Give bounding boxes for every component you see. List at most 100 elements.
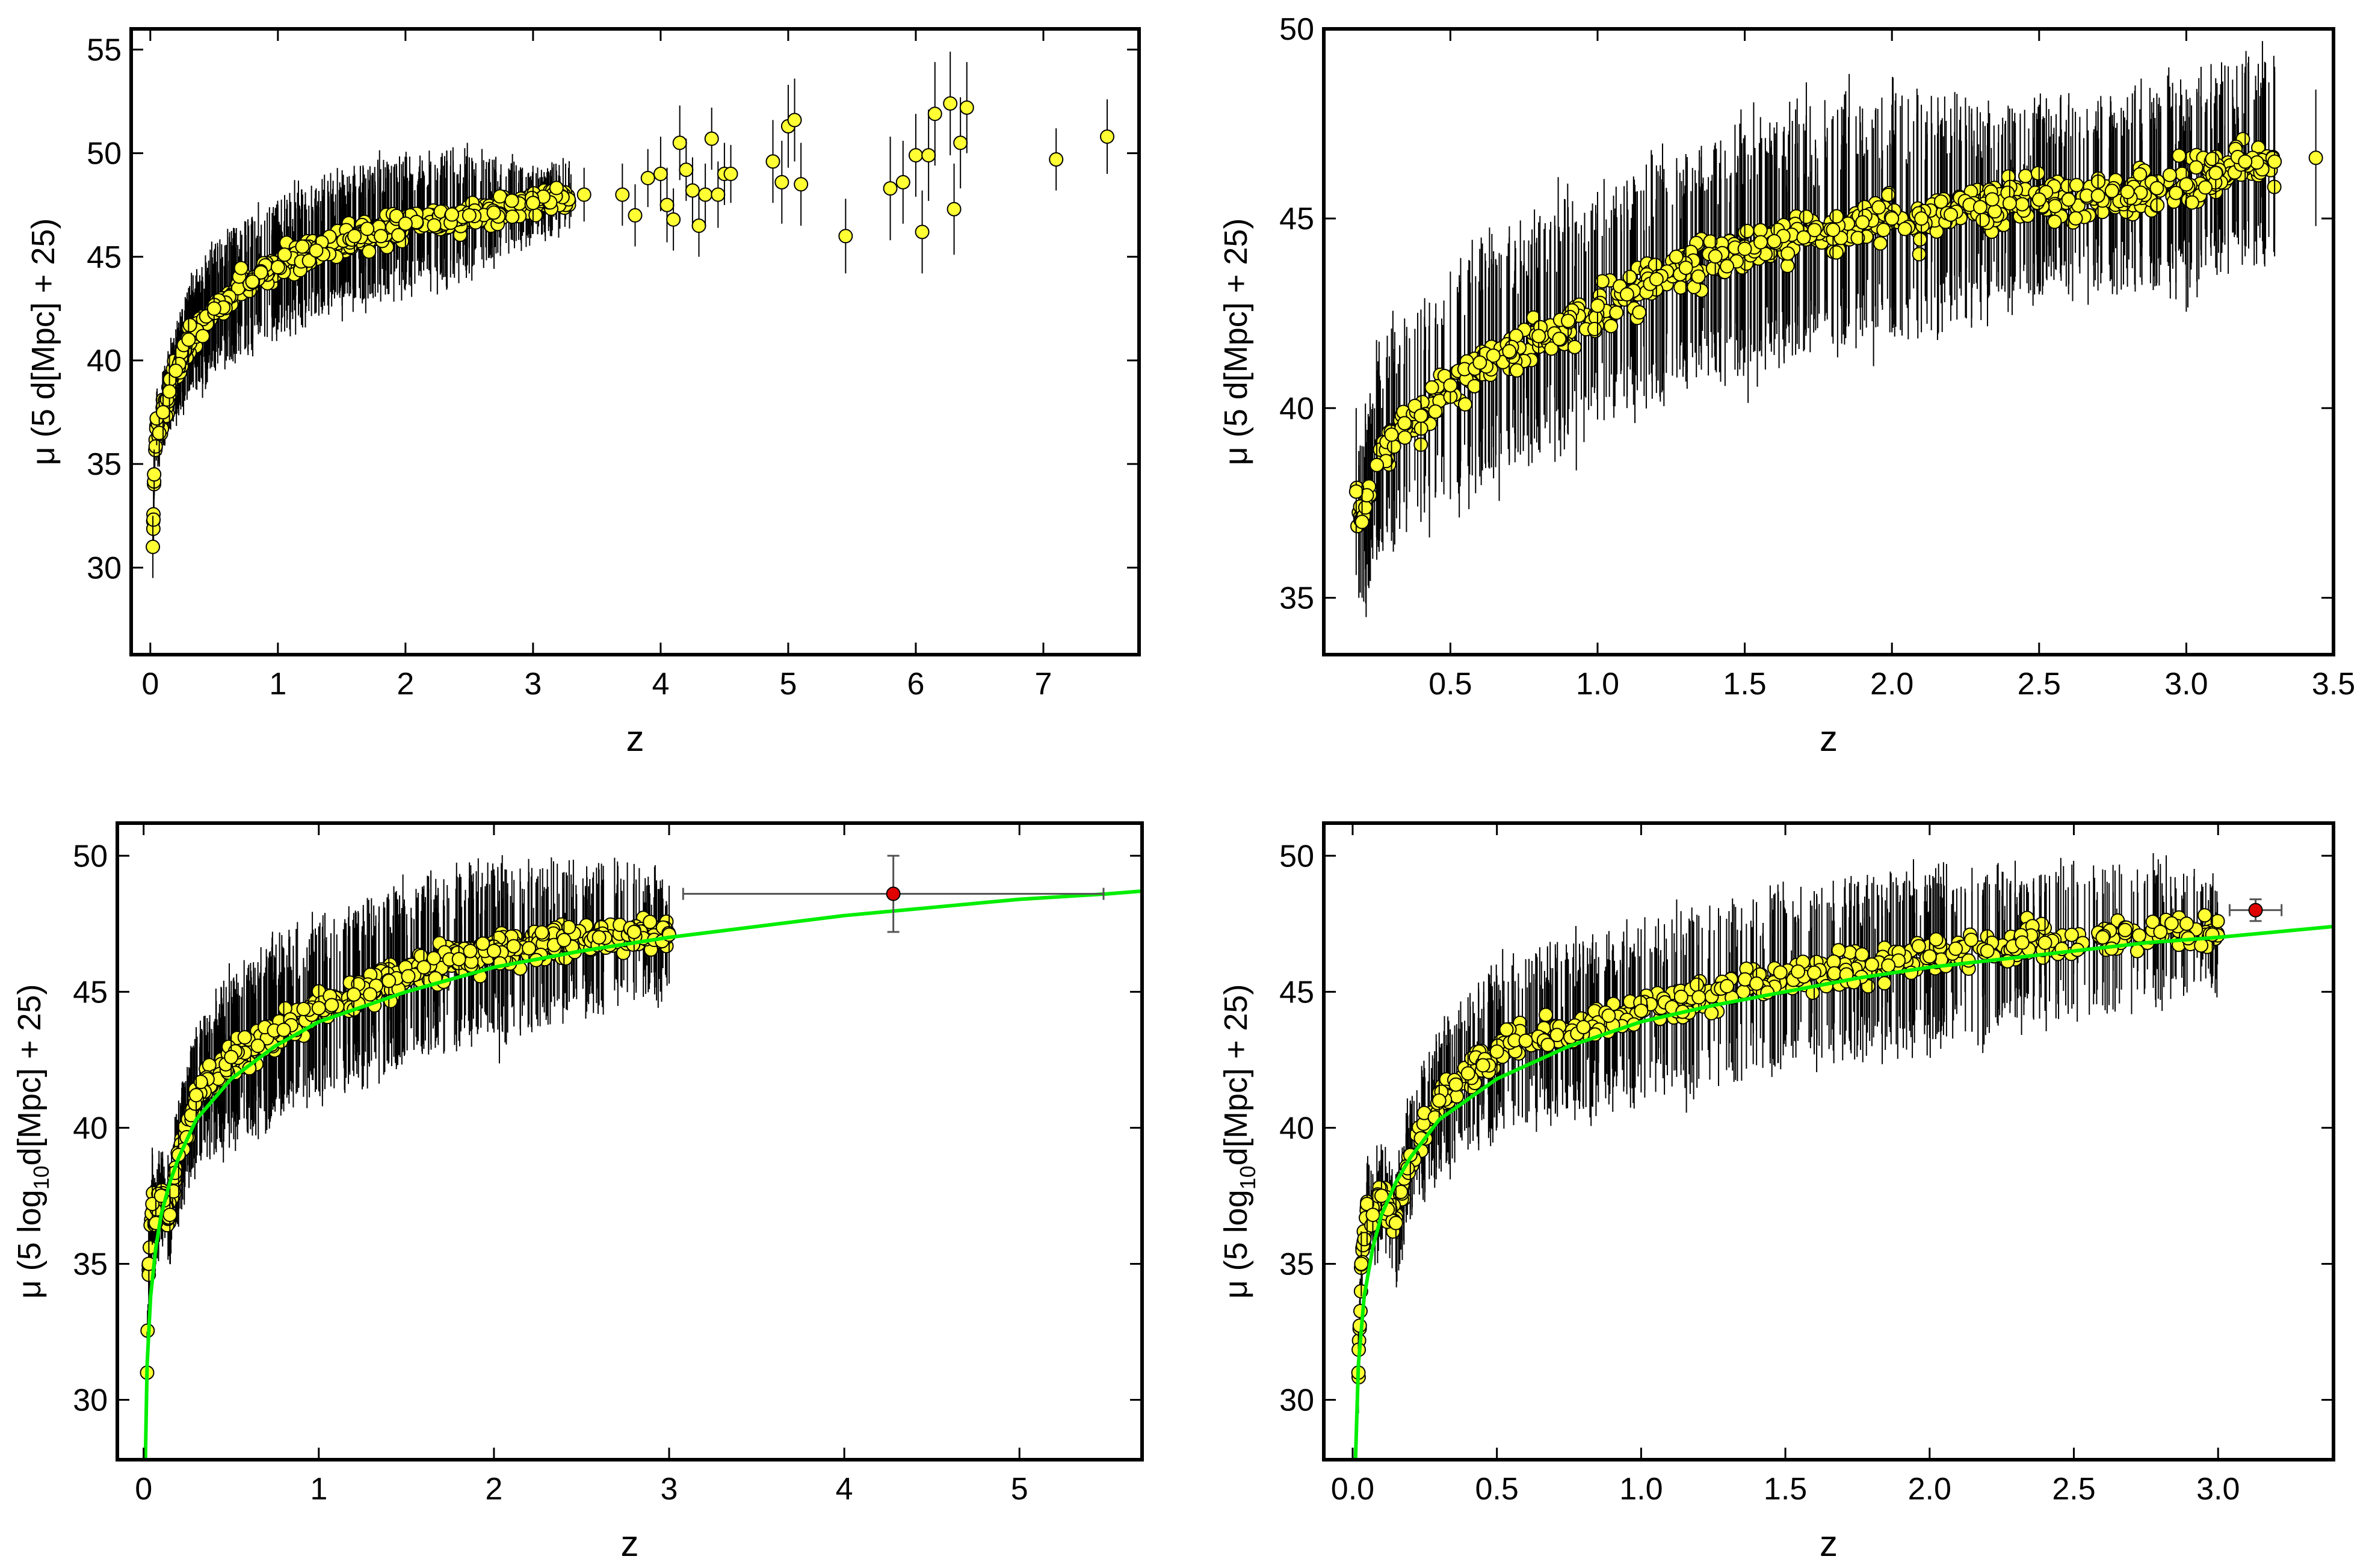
x-tick-label: 5 [1011, 1472, 1028, 1507]
marker [2208, 165, 2223, 181]
plot-area [146, 51, 1114, 578]
data-point [953, 97, 968, 189]
marker [146, 539, 161, 554]
panel-bottom-right: 0.0 0.5 1.0 1.5 2.0 2.5 3.0 30 35 40 45 50 z μ (5 log… [1218, 821, 2335, 1564]
marker [2061, 192, 2076, 207]
marker [1619, 287, 1634, 302]
marker [525, 196, 540, 211]
data-point [557, 872, 572, 1008]
highlight-point [682, 854, 1105, 933]
data-point [381, 899, 397, 1063]
data-point [1796, 123, 1811, 351]
data-point [1619, 181, 1634, 409]
data-point [2267, 67, 2282, 257]
x-tick-label: 7 [1035, 667, 1052, 702]
data-point [1365, 1174, 1380, 1256]
data-point [347, 913, 361, 1076]
marker [2037, 935, 2052, 950]
data-point [224, 981, 239, 1134]
x-axis-label: z [1820, 718, 1838, 759]
data-point [2037, 874, 2052, 1011]
marker [1691, 990, 1706, 1005]
marker [347, 229, 362, 244]
marker [1099, 129, 1114, 144]
data-point [947, 163, 962, 255]
y-tick-label: 35 [87, 447, 122, 482]
data-point [146, 516, 161, 578]
marker [1807, 965, 1822, 980]
marker [640, 170, 655, 185]
x-tick-label: 2.0 [1908, 1472, 1951, 1507]
marker [653, 167, 668, 182]
data-point [711, 161, 726, 228]
x-axis-label: z [621, 1523, 639, 1564]
marker [1980, 943, 1995, 958]
marker [398, 216, 413, 231]
data-point [685, 157, 700, 224]
plot-frame [116, 821, 1144, 1462]
data-point [666, 188, 681, 251]
data-cloud [1350, 41, 2282, 617]
marker [1576, 1020, 1591, 1035]
data-point [895, 140, 910, 224]
data-point [1708, 143, 1723, 371]
marker [1432, 1093, 1447, 1108]
data-point [168, 329, 184, 413]
data-point [794, 143, 809, 226]
data-point [640, 149, 655, 208]
marker [2090, 188, 2105, 203]
data-point [1767, 127, 1782, 356]
marker [576, 187, 591, 202]
marker [1972, 200, 1987, 215]
data-cloud [1351, 853, 2225, 1384]
data-point [1691, 915, 1706, 1079]
x-tick-label: 0 [135, 1472, 152, 1507]
data-point [1807, 891, 1822, 1055]
marker [787, 113, 802, 128]
y-tick-label: 40 [1279, 391, 1314, 426]
y-tick-label: 30 [87, 551, 122, 585]
marker [666, 212, 681, 227]
data-point [486, 869, 501, 1033]
marker [927, 106, 942, 122]
marker [2308, 150, 2323, 165]
data-point [1914, 105, 1929, 333]
data-point [774, 140, 789, 224]
data-point [1649, 165, 1664, 394]
marker [2002, 196, 2017, 211]
marker [147, 467, 162, 482]
marker [224, 1049, 239, 1064]
x-axis-label: z [626, 718, 644, 759]
marker [915, 224, 930, 239]
marker [691, 218, 706, 233]
data-point [2095, 869, 2110, 1005]
data-point [276, 948, 291, 1112]
data-point [921, 110, 936, 201]
marker [794, 177, 809, 192]
data-point [1922, 874, 1937, 1039]
data-point [1590, 192, 1605, 420]
data-point [2061, 105, 2076, 295]
marker [1634, 1003, 1649, 1018]
marker [1855, 215, 1870, 230]
data-point [245, 219, 260, 344]
x-tick-label: 3.0 [2164, 667, 2208, 702]
marker [883, 181, 898, 196]
plot-frame [1322, 821, 2335, 1462]
marker [838, 229, 853, 244]
marker [486, 943, 501, 958]
marker [189, 1088, 203, 1103]
data-point [883, 137, 898, 241]
x-tick-label: 1.5 [1723, 667, 1766, 702]
marker [2031, 192, 2046, 207]
data-point [2153, 863, 2168, 1000]
marker [591, 930, 607, 945]
x-tick-label: 3 [661, 1472, 678, 1507]
x-tick-label: 2.0 [1870, 667, 1913, 702]
marker [181, 332, 196, 347]
marker [309, 243, 324, 258]
y-tick-label: 35 [1279, 1247, 1314, 1282]
marker [557, 933, 572, 948]
